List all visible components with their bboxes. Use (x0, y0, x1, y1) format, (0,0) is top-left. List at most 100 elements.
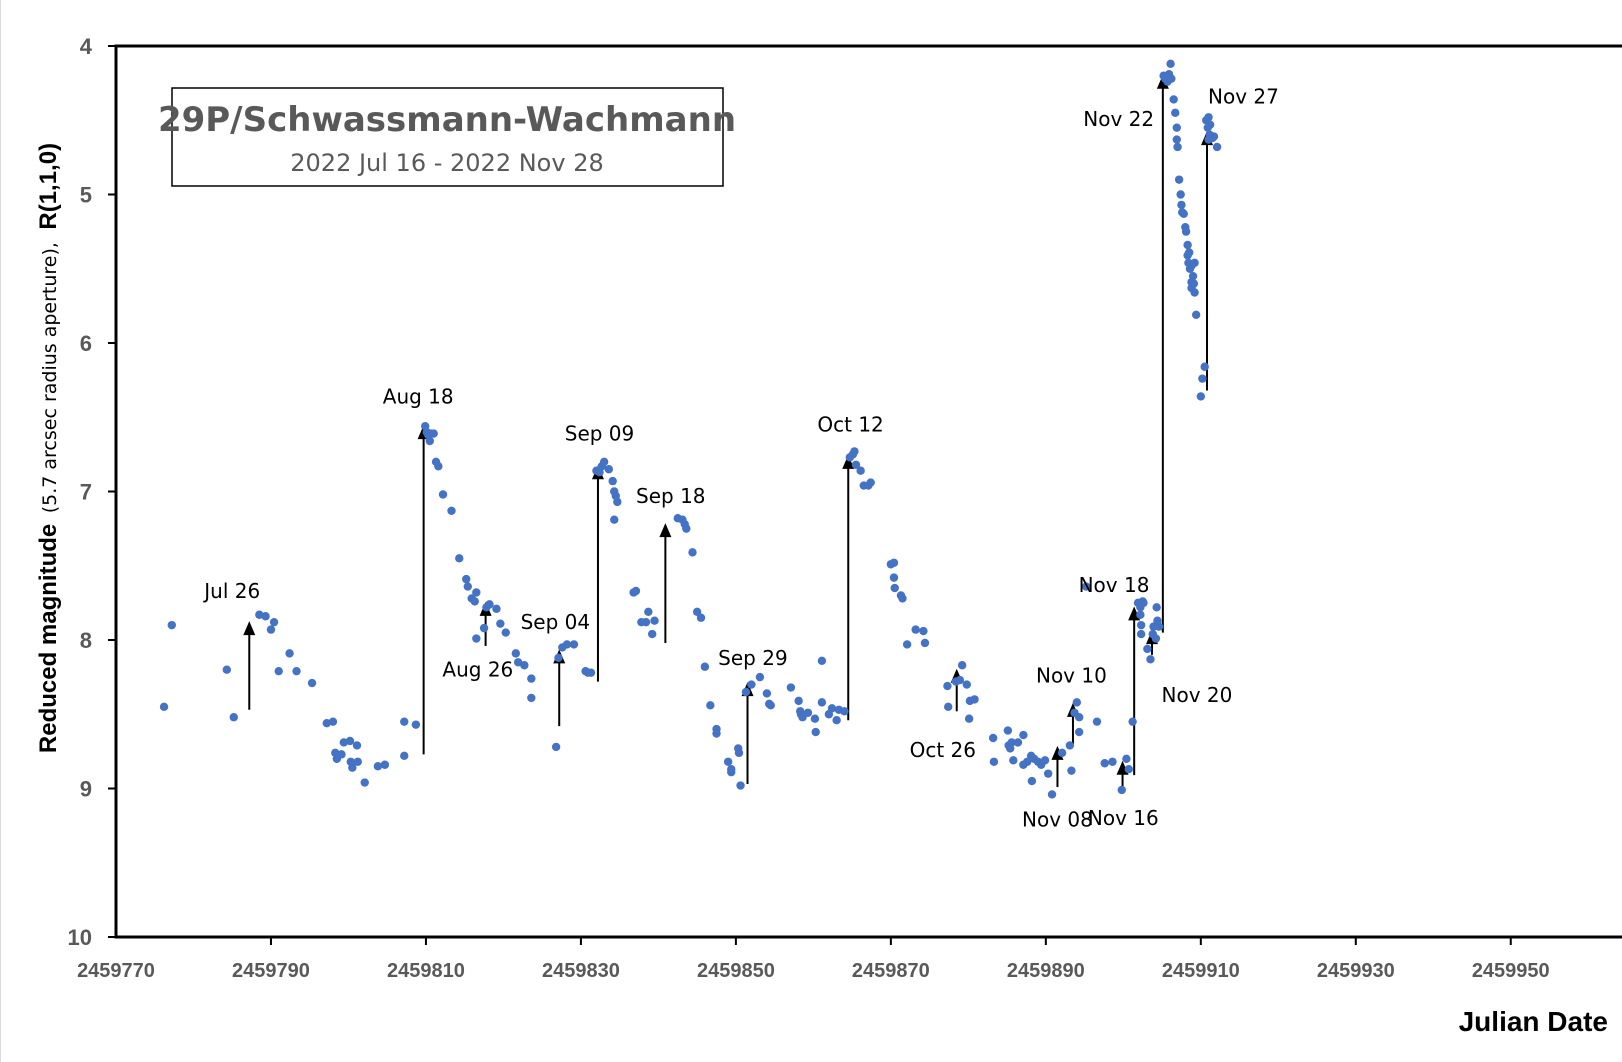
data-point (1196, 392, 1206, 401)
data-point (463, 582, 472, 591)
data-point (957, 661, 967, 670)
data-point (1185, 264, 1195, 273)
data-point (400, 717, 409, 726)
data-point (307, 678, 317, 688)
data-point (712, 729, 721, 738)
data-point (1179, 209, 1188, 219)
data-point (1200, 362, 1209, 371)
data-point (1172, 135, 1181, 144)
data-point (911, 625, 920, 634)
data-point (434, 462, 443, 471)
data-point (803, 708, 813, 717)
data-point (1184, 248, 1194, 257)
data-point (641, 617, 651, 627)
data-point (889, 558, 899, 567)
data-point (755, 672, 765, 682)
outburst-label: Nov 10 (1036, 664, 1107, 688)
data-point (1065, 741, 1075, 750)
chart-subtitle: 2022 Jul 16 - 2022 Nov 28 (290, 149, 603, 177)
data-point (955, 675, 965, 685)
data-point (1047, 790, 1057, 799)
data-point (1151, 634, 1161, 643)
data-point (373, 762, 383, 771)
data-point (644, 607, 653, 616)
data-point (269, 617, 279, 627)
data-point (1023, 757, 1032, 766)
data-point (727, 764, 736, 774)
data-point (1203, 123, 1212, 132)
outburst-label: Sep 09 (565, 422, 635, 446)
outburst-label: Oct 26 (910, 738, 976, 762)
data-point (447, 506, 456, 516)
data-point (688, 548, 697, 557)
data-point (353, 757, 362, 766)
arrow-head (659, 523, 672, 538)
data-point (1074, 727, 1084, 737)
data-point (229, 713, 238, 722)
data-point (1183, 240, 1192, 250)
data-point (692, 607, 702, 616)
arrow-head (842, 454, 855, 469)
outburst-label: Oct 12 (817, 413, 883, 437)
data-point (599, 457, 609, 466)
data-point (261, 612, 270, 621)
data-point (1167, 74, 1176, 83)
x-tick-label: 2459830 (542, 960, 620, 982)
data-point (520, 661, 529, 670)
data-point (425, 436, 435, 446)
data-point (1124, 764, 1133, 774)
outburst-label: Nov 22 (1083, 107, 1154, 131)
data-point (1172, 123, 1181, 132)
outburst-label: Nov 16 (1088, 806, 1159, 830)
data-point (1166, 59, 1175, 69)
data-point (613, 497, 622, 507)
data-point (766, 701, 775, 710)
data-point (1171, 108, 1180, 118)
x-tick-label: 2459950 (1472, 960, 1550, 982)
data-point (511, 649, 521, 658)
data-point (1191, 310, 1201, 319)
data-point (1027, 776, 1037, 786)
data-point (943, 681, 952, 691)
data-point (989, 757, 999, 766)
data-point (1138, 597, 1147, 606)
data-point (1173, 142, 1182, 152)
data-point (648, 629, 657, 639)
data-point (337, 750, 346, 759)
data-point (554, 653, 563, 663)
data-point (400, 751, 409, 761)
data-point (1067, 766, 1076, 775)
x-tick-label: 2459850 (697, 960, 775, 982)
data-point (970, 695, 979, 704)
x-tick-label: 2459910 (1162, 960, 1240, 982)
data-point (1177, 200, 1186, 210)
y-axis: 4 5 6 7 8 9 10 (68, 34, 116, 950)
data-point (1128, 717, 1137, 726)
data-point (360, 778, 369, 787)
data-point (889, 573, 899, 582)
data-point (562, 640, 572, 649)
y-axis-label-main: Reduced magnitude (35, 524, 62, 753)
data-point (492, 604, 501, 614)
data-point (1122, 754, 1131, 763)
data-point (1152, 603, 1161, 612)
data-point (569, 640, 579, 649)
data-point (962, 680, 972, 689)
data-point (1169, 95, 1178, 104)
data-point (856, 466, 865, 475)
data-point (1146, 655, 1155, 664)
data-point (1190, 258, 1199, 268)
data-point (1176, 190, 1185, 199)
x-tick-label: 2459770 (77, 960, 155, 982)
outburst-labels: Jul 26 Aug 18 Aug 26 Sep 04 Sep 09 Sep 18 Sep … (202, 84, 1279, 831)
outburst-label: Aug 18 (383, 384, 454, 408)
data-point (485, 600, 494, 609)
outburst-arrow (659, 523, 672, 643)
data-point (1136, 620, 1146, 630)
data-point (604, 465, 614, 474)
data-points (159, 59, 1222, 799)
data-point (747, 680, 756, 689)
outburst-label: Nov 27 (1208, 84, 1279, 108)
data-point (682, 524, 691, 533)
